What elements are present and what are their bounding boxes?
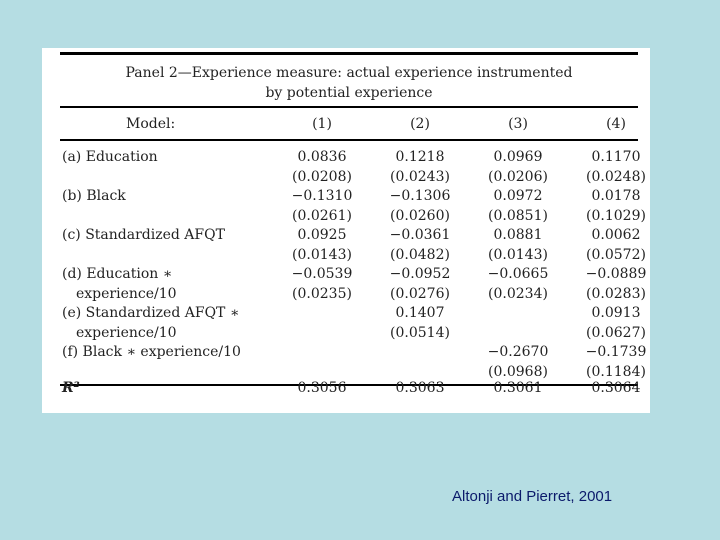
table-cell: 0.0972: [493, 188, 543, 204]
table-cell: (0.1029): [586, 207, 646, 224]
panel-title-line2: by potential experience: [265, 85, 433, 101]
title-rule: [60, 106, 638, 108]
regression-table-panel: Panel 2—Experience measure: actual exper…: [42, 48, 650, 413]
table-row: (0.0968) (0.1184): [60, 363, 646, 383]
table-cell: 0.0969: [493, 149, 543, 165]
table-cell: (0.0276): [390, 285, 450, 302]
table-cell: −0.0952: [389, 266, 451, 282]
table-cell: (0.0261): [292, 207, 352, 224]
citation: Altonji and Pierret, 2001: [452, 488, 613, 505]
table-cell: (0.0235): [292, 285, 352, 302]
header-rule: [60, 139, 638, 141]
panel-title-line1: Panel 2—Experience measure: actual exper…: [125, 65, 573, 81]
table-cell: −0.0361: [389, 227, 451, 243]
row-label: (b) Black: [62, 188, 126, 204]
table-cell: 0.0913: [591, 305, 641, 321]
table-cell: 0.0836: [297, 149, 347, 165]
table-cell: 0.0178: [591, 188, 641, 204]
table-cell: (0.0208): [292, 168, 352, 185]
table-cell: −0.0665: [487, 266, 549, 282]
col-header-3: (3): [508, 116, 528, 132]
col-header-4: (4): [606, 116, 626, 132]
r2-cell-4: 0.3064: [591, 380, 641, 396]
row-label: (a) Education: [62, 149, 158, 165]
table-row: (b) Black −0.1310 −0.1306 0.0972 0.0178: [60, 187, 641, 207]
table-header: Model: (1) (2) (3) (4): [60, 115, 638, 135]
table-row: experience/10 (0.0514) (0.0627): [60, 324, 646, 344]
table-row: experience/10 (0.0235) (0.0276) (0.0234) (0.…: [60, 285, 646, 305]
col-header-2: (2): [410, 116, 430, 132]
r2-cell-1: 0.3056: [297, 380, 347, 396]
table-cell: (0.0143): [488, 246, 548, 263]
table-row: (0.0208) (0.0243) (0.0206) (0.0248): [60, 168, 646, 188]
table-cell: (0.0234): [488, 285, 548, 302]
table-row: (d) Education ∗ −0.0539 −0.0952 −0.0665 −0.0…: [60, 265, 646, 285]
r2-rule: [60, 384, 638, 386]
table-row: (0.0261) (0.0260) (0.0851) (0.1029): [60, 207, 646, 227]
table-cell: −0.0539: [291, 266, 353, 282]
model-label: Model:: [126, 116, 176, 132]
table-body: (a) Education 0.0836 0.1218 0.0969 0.1170 (0.…: [60, 148, 646, 383]
table-row: (c) Standardized AFQT 0.0925 −0.0361 0.0881…: [60, 226, 641, 246]
table-cell: (0.0260): [390, 207, 450, 224]
r2-cell-3: 0.3061: [493, 380, 543, 396]
table-cell: (0.0572): [586, 246, 646, 263]
r2-section: R² 0.3056 0.3063 0.3061 0.3064: [60, 379, 641, 399]
table-cell: 0.1407: [395, 305, 445, 321]
table-cell: 0.0062: [591, 227, 641, 243]
table-cell: −0.0889: [585, 266, 647, 282]
r2-row: R² 0.3056 0.3063 0.3061 0.3064: [60, 379, 641, 399]
table-cell: (0.0851): [488, 207, 548, 224]
table-row: (f) Black ∗ experience/10 −0.2670 −0.1739: [60, 343, 646, 363]
table-cell: 0.0881: [493, 227, 543, 243]
col-header-1: (1): [312, 116, 332, 132]
table-cell: 0.1170: [591, 149, 641, 165]
table-cell: −0.1306: [389, 188, 451, 204]
table-cell: (0.0206): [488, 168, 548, 185]
table-cell: (0.1184): [586, 363, 646, 380]
table-cell: 0.1218: [395, 149, 445, 165]
table-row: (a) Education 0.0836 0.1218 0.0969 0.1170: [60, 148, 641, 168]
row-label: experience/10: [76, 285, 177, 302]
table-cell: (0.0283): [586, 285, 646, 302]
table-cell: −0.2670: [487, 344, 549, 360]
row-label: (c) Standardized AFQT: [62, 227, 225, 243]
table-row: (e) Standardized AFQT ∗ 0.1407 0.0913: [60, 304, 641, 324]
table-cell: −0.1739: [585, 344, 647, 360]
r2-cell-2: 0.3063: [395, 380, 445, 396]
table-cell: (0.0143): [292, 246, 352, 263]
row-label: experience/10: [76, 324, 177, 341]
table-row: (0.0143) (0.0482) (0.0143) (0.0572): [60, 246, 646, 266]
table-cell: −0.1310: [291, 188, 353, 204]
header-row: Model: (1) (2) (3) (4): [60, 115, 638, 135]
table-cell: (0.0968): [488, 363, 548, 380]
row-label: (f) Black ∗ experience/10: [62, 344, 241, 360]
table-cell: 0.0925: [297, 227, 347, 243]
table-cell: (0.0514): [390, 324, 450, 341]
table-cell: (0.0248): [586, 168, 646, 185]
top-rule: [60, 52, 638, 55]
row-label: (d) Education ∗: [62, 266, 173, 282]
r2-label: R²: [62, 380, 80, 396]
row-label: (e) Standardized AFQT ∗: [62, 305, 240, 321]
table-cell: (0.0482): [390, 246, 450, 263]
table-cell: (0.0627): [586, 324, 646, 341]
table-cell: (0.0243): [390, 168, 450, 185]
